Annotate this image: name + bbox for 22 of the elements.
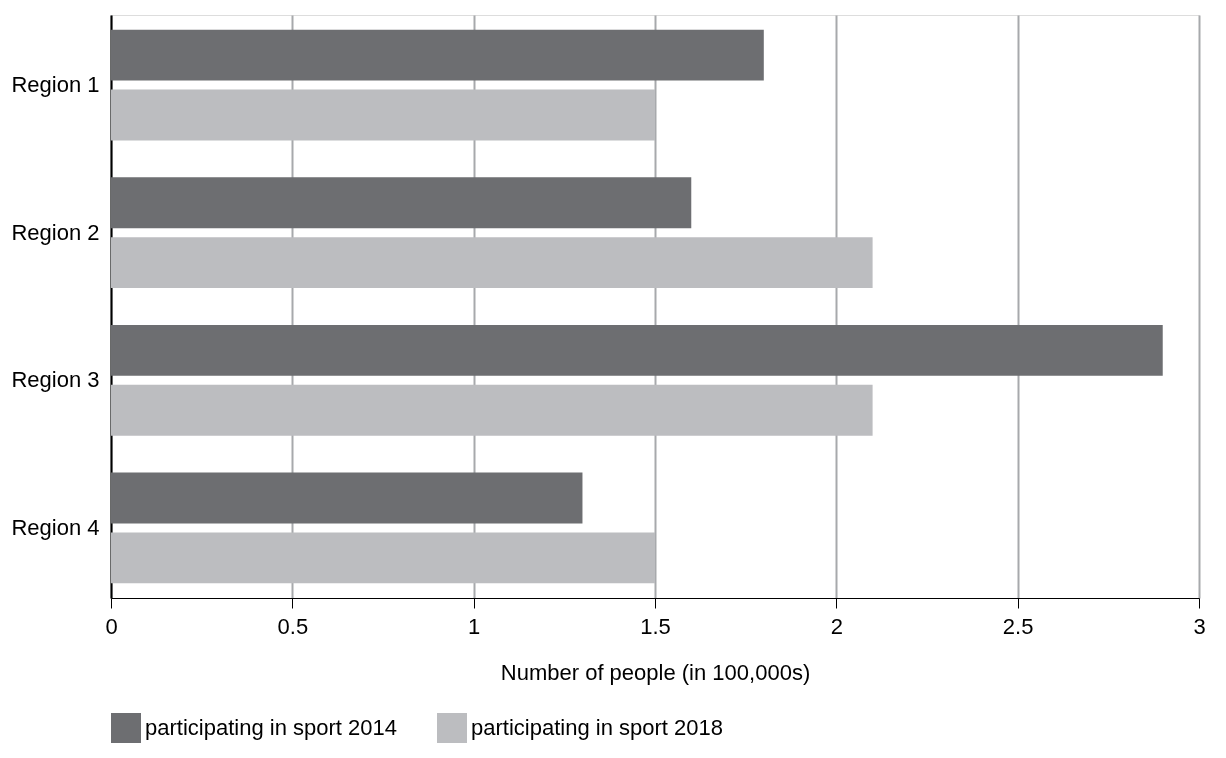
legend-label: participating in sport 2018: [471, 715, 723, 740]
x-tick-label: 0: [105, 613, 118, 639]
x-tick-label: 0.5: [277, 613, 309, 639]
y-tick-label: Region 4: [11, 514, 100, 540]
bar: [111, 29, 764, 81]
y-tick-label: Region 1: [11, 72, 100, 98]
bar: [111, 532, 655, 584]
x-tick-label: 1.5: [640, 613, 671, 639]
bar: [111, 237, 873, 289]
legend-label: participating in sport 2014: [145, 715, 397, 740]
bar: [111, 89, 655, 141]
x-tick-label: 2: [830, 613, 843, 639]
y-tick-label: Region 3: [11, 367, 100, 393]
bar: [111, 324, 1163, 376]
bar: [111, 384, 873, 436]
y-tick-label: Region 2: [11, 219, 100, 245]
bar: [111, 472, 583, 524]
x-tick-label: 2.5: [1002, 613, 1034, 639]
x-tick-label: 1: [468, 613, 481, 639]
bar: [111, 177, 692, 229]
x-axis-title: Number of people (in 100,000s): [500, 659, 811, 685]
x-tick-label: 3: [1193, 613, 1206, 639]
